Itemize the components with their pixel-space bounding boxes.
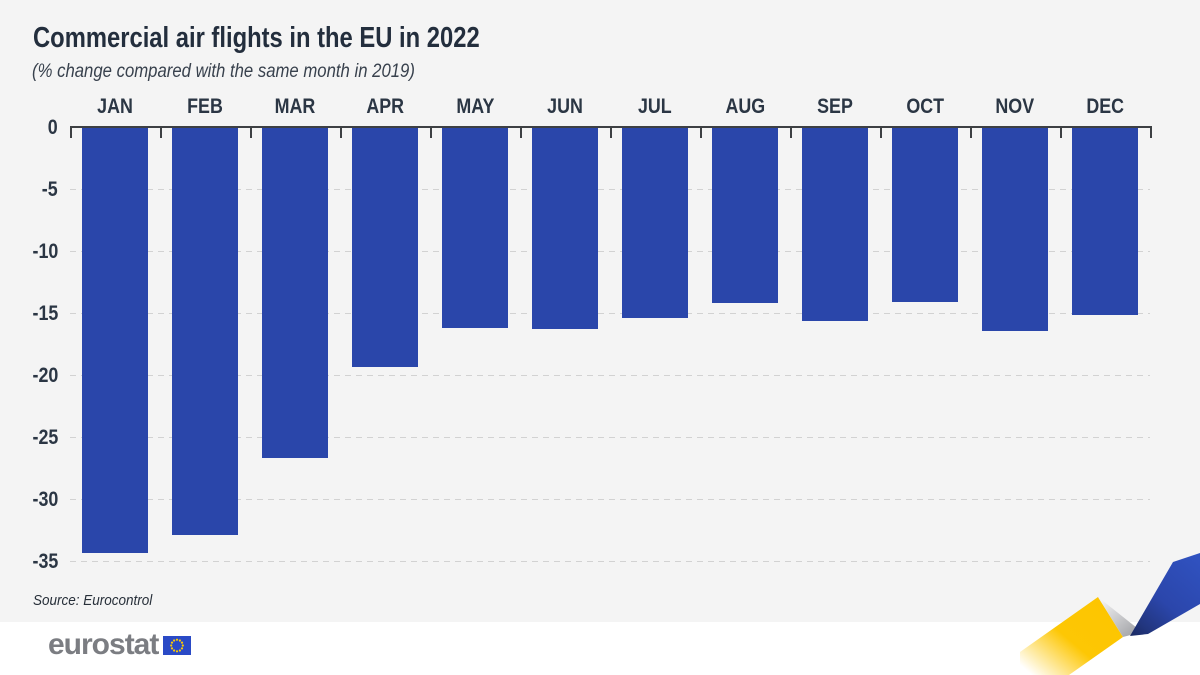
x-axis-label-text: DEC (1086, 95, 1124, 118)
axis-tick (340, 127, 342, 138)
axis-tick (1150, 127, 1152, 138)
gridline--35 (70, 561, 1150, 562)
bar-jun (532, 128, 598, 329)
eu-flag-icon (163, 635, 192, 655)
x-axis-label-text: JUN (547, 95, 583, 118)
gridline--15 (70, 313, 1150, 314)
x-axis-label-may: MAY (430, 96, 520, 117)
gridline--5 (70, 189, 1150, 190)
x-axis-label-dec: DEC (1060, 96, 1150, 117)
bar-mar (262, 128, 328, 458)
y-axis-label--20: -20 (12, 365, 58, 386)
axis-tick (160, 127, 162, 138)
bar-may (442, 128, 508, 328)
y-axis-label-text: -20 (32, 364, 58, 387)
gridline--25 (70, 437, 1150, 438)
eurostat-logo: eurostat (48, 628, 192, 661)
axis-tick (520, 127, 522, 138)
y-axis-label-text: -30 (32, 488, 58, 511)
bar-jan (82, 128, 148, 554)
y-axis-label-text: -15 (32, 302, 58, 325)
bar-oct (892, 128, 958, 302)
y-axis-label--5: -5 (12, 179, 58, 200)
axis-tick (250, 127, 252, 138)
x-axis-label-jun: JUN (520, 96, 610, 117)
axis-tick (610, 127, 612, 138)
axis-tick (1060, 127, 1062, 138)
source-label: Source: Eurocontrol (33, 592, 166, 609)
x-axis-label-mar: MAR (250, 96, 340, 117)
x-axis-label-feb: FEB (160, 96, 250, 117)
x-axis-label-aug: AUG (700, 96, 790, 117)
footer-band (0, 622, 1200, 675)
axis-tick (880, 127, 882, 138)
gridline--10 (70, 251, 1150, 252)
x-axis-label-text: AUG (725, 95, 765, 118)
x-axis-label-sep: SEP (790, 96, 880, 117)
axis-tick (970, 127, 972, 138)
page-title-text: Commercial air flights in the EU in 2022 (33, 22, 480, 54)
x-axis-label-text: SEP (817, 95, 853, 118)
axis-tick (430, 127, 432, 138)
source-label-text: Source: Eurocontrol (33, 592, 153, 609)
x-axis-label-text: APR (366, 95, 404, 118)
page-subtitle-text: (% change compared with the same month i… (32, 61, 415, 82)
y-axis-label-0: 0 (12, 117, 58, 138)
x-axis-zero-line (70, 126, 1152, 128)
x-axis-label-oct: OCT (880, 96, 970, 117)
x-axis-label-text: MAY (455, 95, 495, 118)
x-axis-label-text: OCT (906, 95, 944, 118)
x-axis-label-text: JUL (638, 95, 672, 118)
bar-jul (622, 128, 688, 318)
y-axis-label--30: -30 (12, 489, 58, 510)
page-title: Commercial air flights in the EU in 2022 (33, 22, 578, 55)
page-subtitle: (% change compared with the same month i… (32, 61, 467, 83)
x-axis-label-jul: JUL (610, 96, 700, 117)
y-axis-label--25: -25 (12, 427, 58, 448)
y-axis-label-text: -25 (32, 426, 58, 449)
y-axis-label-text: -10 (32, 240, 58, 263)
x-axis-label-nov: NOV (970, 96, 1060, 117)
axis-tick (70, 127, 72, 138)
x-axis-label-text: NOV (995, 95, 1035, 118)
y-axis-label-text: 0 (48, 116, 58, 139)
x-axis-label-text: JAN (97, 95, 133, 118)
axis-tick (700, 127, 702, 138)
x-axis-label-apr: APR (340, 96, 430, 117)
axis-tick (790, 127, 792, 138)
y-axis-label--35: -35 (12, 551, 58, 572)
eu-stars (170, 638, 185, 652)
bar-dec (1072, 128, 1138, 316)
gridline--30 (70, 499, 1150, 500)
bar-sep (802, 128, 868, 322)
gridline--20 (70, 375, 1150, 376)
y-axis-label-text: -35 (32, 550, 58, 573)
bar-aug (712, 128, 778, 303)
bar-apr (352, 128, 418, 368)
eurostat-logo-text: eurostat (48, 628, 159, 661)
x-axis-label-text: MAR (274, 95, 316, 118)
y-axis-label--15: -15 (12, 303, 58, 324)
x-axis-label-jan: JAN (70, 96, 160, 117)
bar-feb (172, 128, 238, 535)
bar-nov (982, 128, 1048, 332)
x-axis-label-text: FEB (187, 95, 223, 118)
y-axis-label--10: -10 (12, 241, 58, 262)
y-axis-label-text: -5 (42, 178, 58, 201)
